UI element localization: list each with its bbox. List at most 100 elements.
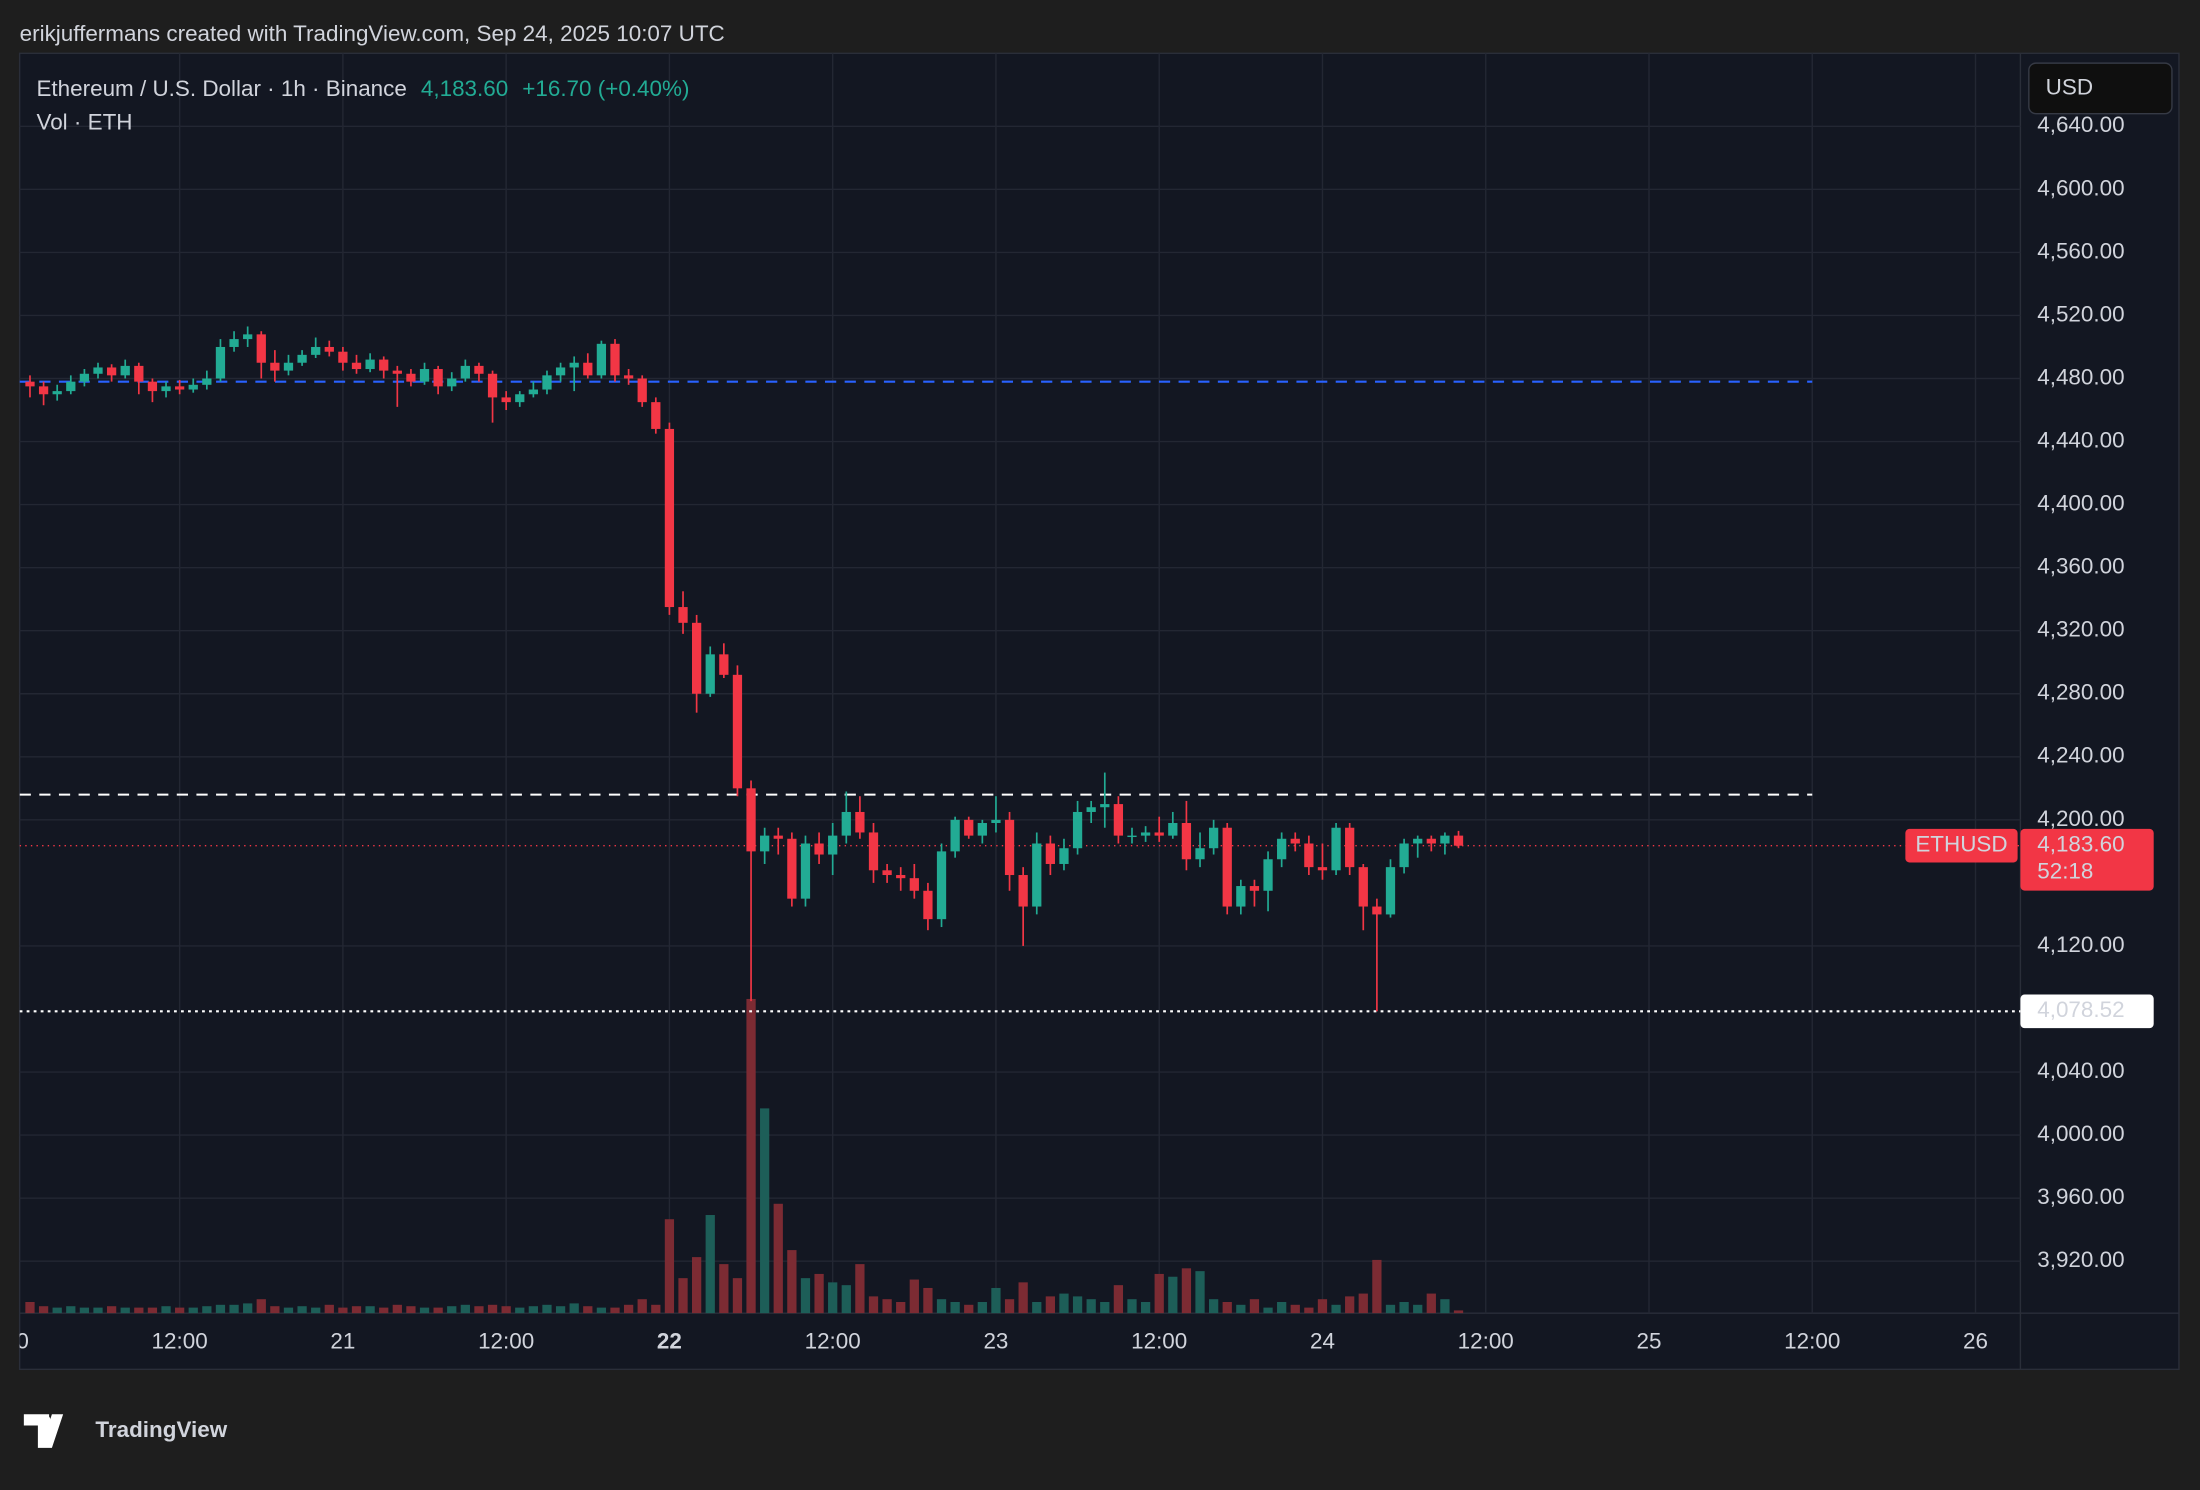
candle-body: [433, 369, 443, 387]
candle-body: [1181, 823, 1192, 860]
volume-bar: [841, 1285, 851, 1314]
candle-body: [379, 359, 389, 371]
volume-bar: [1277, 1301, 1287, 1314]
volume-bar: [977, 1301, 987, 1314]
x-tick-label: 12:00: [805, 1329, 861, 1354]
candle-body: [923, 890, 933, 920]
candle-body: [1086, 807, 1096, 812]
volume-bar: [1440, 1299, 1450, 1314]
volume-bar: [1113, 1285, 1124, 1314]
currency-button[interactable]: USD: [2028, 62, 2173, 115]
volume-bar: [569, 1303, 579, 1314]
candle-body: [705, 654, 715, 694]
candle-body: [1018, 875, 1028, 907]
volume-bar: [433, 1307, 443, 1314]
y-tick-label: 4,480.00: [2037, 364, 2124, 389]
x-tick-label: 26: [1963, 1329, 1988, 1354]
candle-body: [392, 370, 402, 374]
candle-body: [678, 607, 688, 623]
volume-bar: [419, 1307, 430, 1314]
candle-body: [215, 346, 226, 379]
candle-body: [623, 375, 634, 379]
logo-dot: [42, 1415, 51, 1425]
y-tick-label: 3,920.00: [2037, 1247, 2124, 1272]
volume-bar: [38, 1306, 49, 1314]
candle-body: [1154, 832, 1164, 836]
volume-bar: [528, 1306, 539, 1314]
candle-body: [896, 875, 906, 879]
candle-body: [515, 394, 525, 403]
candle-body: [746, 788, 756, 852]
candle-body: [868, 832, 879, 871]
candle-body: [106, 367, 117, 376]
candle-body: [1399, 843, 1409, 868]
volume-bar: [1032, 1301, 1042, 1314]
level-tag: [2020, 994, 2154, 1029]
volume-bar: [909, 1279, 919, 1314]
x-tick-label: 21: [330, 1329, 355, 1354]
logo: TradingView: [23, 1414, 228, 1448]
volume-bar: [447, 1306, 457, 1314]
volume-bar: [1181, 1268, 1192, 1314]
volume-bar: [175, 1307, 185, 1314]
candle-body: [991, 819, 1001, 824]
currency-button-box[interactable]: [2028, 62, 2173, 115]
volume-bar: [746, 998, 756, 1314]
symbol-tag: ETHUSD: [1915, 832, 2007, 857]
candle-body: [1127, 835, 1137, 838]
candle-body: [66, 381, 76, 392]
candle-body: [1453, 835, 1464, 846]
candle-body: [841, 811, 851, 836]
candle-body: [1113, 804, 1124, 836]
volume-bar: [487, 1304, 498, 1314]
y-tick-label: 4,120.00: [2037, 932, 2124, 957]
candle-body: [79, 373, 90, 382]
y-tick-label: 4,360.00: [2037, 554, 2124, 579]
volume-bar: [1086, 1299, 1096, 1314]
candle-body: [828, 835, 838, 855]
candle-body: [188, 384, 198, 390]
candle-body: [256, 334, 266, 363]
grid: [19, 53, 2021, 1314]
candle-body: [270, 362, 280, 371]
level-label: 4,078.52: [2037, 997, 2124, 1022]
y-tick-label: 4,560.00: [2037, 238, 2124, 263]
volume-bar: [664, 1219, 675, 1314]
candle-body: [1372, 906, 1382, 915]
volume-bar: [882, 1299, 892, 1314]
candle-body: [692, 622, 702, 694]
volume-bar: [542, 1304, 552, 1314]
candle-body: [773, 835, 783, 839]
candle-body: [93, 367, 103, 374]
candle-body: [950, 819, 960, 852]
volume-bar: [1385, 1304, 1396, 1314]
candle-body: [120, 365, 130, 376]
x-tick-label: 24: [1310, 1329, 1335, 1354]
volume-bar: [800, 1278, 811, 1314]
candle-body: [419, 369, 430, 382]
candle-body: [1426, 838, 1436, 844]
volume-bar: [705, 1215, 715, 1314]
candle-body: [283, 362, 294, 371]
candle-body: [855, 811, 865, 833]
chart-panel: [18, 52, 2180, 1371]
candle-body: [229, 339, 239, 347]
candle-body: [1358, 867, 1368, 907]
currency-label[interactable]: USD: [2046, 74, 2093, 99]
y-tick-label: 3,960.00: [2037, 1184, 2124, 1209]
candle-body: [1304, 843, 1314, 868]
volume-bar: [732, 1278, 743, 1314]
candle-body: [787, 838, 797, 899]
candle-body: [651, 402, 661, 429]
volume-bar: [229, 1304, 239, 1314]
volume-bar: [1331, 1304, 1341, 1314]
volume-bar: [501, 1306, 511, 1314]
candle-body: [501, 397, 511, 403]
volume-bar: [202, 1306, 212, 1314]
candle-body: [406, 373, 416, 382]
candle-body: [1413, 838, 1423, 844]
price-tag-box: [2020, 828, 2154, 891]
volume-bar: [923, 1287, 933, 1314]
volume-bar: [256, 1299, 266, 1314]
volume-bar: [760, 1108, 770, 1314]
